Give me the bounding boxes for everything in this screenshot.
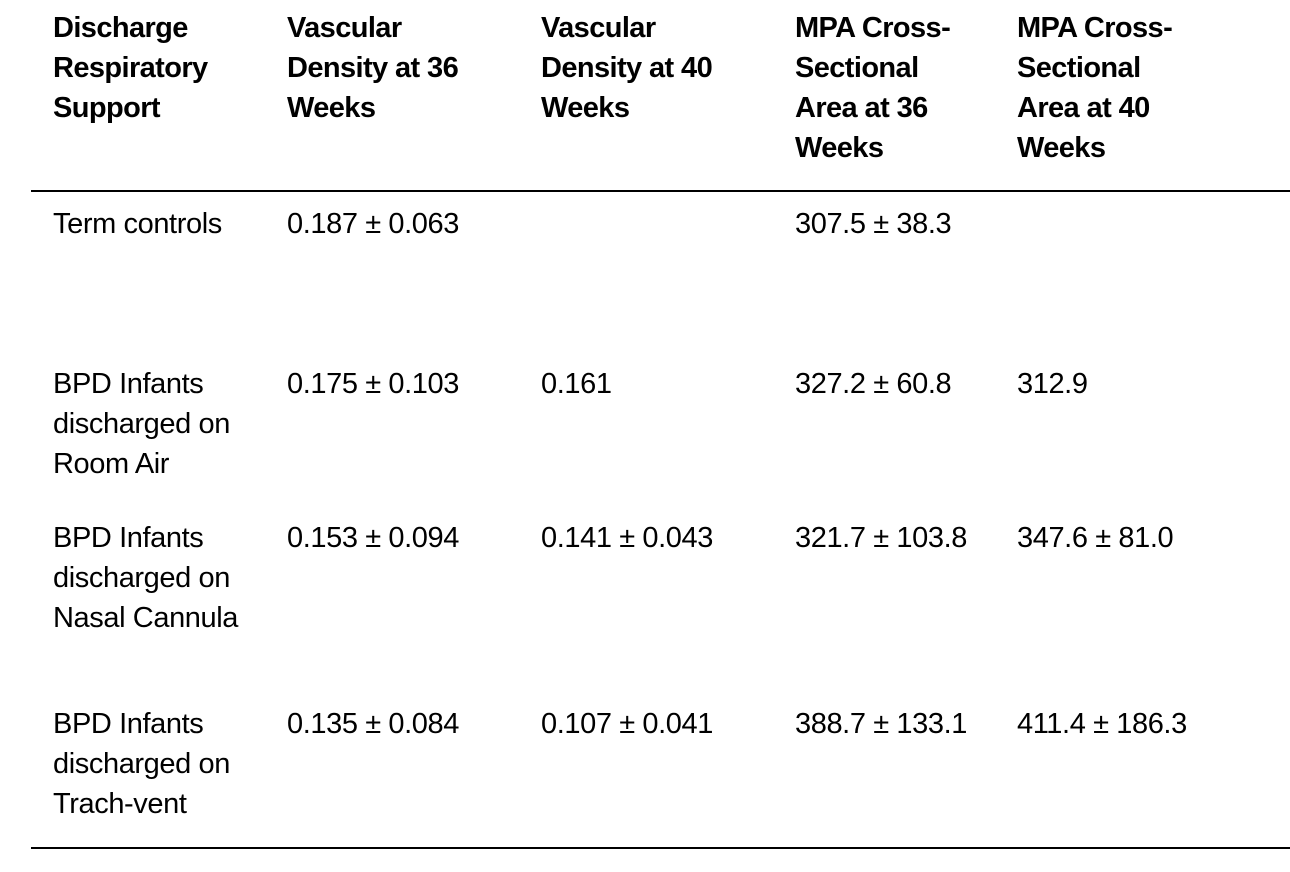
row-nasal-cannula-mpa36: 321.7 ± 103.8 [795, 522, 967, 554]
row-trach-vent-mpa36: 388.7 ± 133.1 [795, 708, 967, 740]
header-vascular-density-40: Vascular Density at 40 Weeks [541, 12, 713, 124]
row-room-air-vd36: 0.175 ± 0.103 [287, 368, 459, 400]
header-mpa-area-36: MPA Cross- Sectional Area at 36 Weeks [795, 12, 951, 164]
row-trach-vent-vd40: 0.107 ± 0.041 [541, 708, 713, 740]
row-nasal-cannula-mpa40: 347.6 ± 81.0 [1017, 522, 1174, 554]
row-trach-vent-group: BPD Infants discharged on Trach-vent [53, 708, 230, 820]
row-room-air-vd40: 0.161 [541, 368, 612, 400]
row-term-controls-group: Term controls [53, 208, 222, 240]
row-nasal-cannula-group: BPD Infants discharged on Nasal Cannula [53, 522, 239, 634]
row-trach-vent-vd36: 0.135 ± 0.084 [287, 708, 459, 740]
row-nasal-cannula-vd36: 0.153 ± 0.094 [287, 522, 459, 554]
table-bottom-rule [31, 847, 1290, 849]
row-room-air-mpa36: 327.2 ± 60.8 [795, 368, 952, 400]
row-room-air-mpa40: 312.9 [1017, 368, 1088, 400]
row-term-controls-vd36: 0.187 ± 0.063 [287, 208, 459, 240]
row-trach-vent-mpa40: 411.4 ± 186.3 [1017, 708, 1187, 740]
row-term-controls-mpa36: 307.5 ± 38.3 [795, 208, 952, 240]
header-mpa-area-40: MPA Cross- Sectional Area at 40 Weeks [1017, 12, 1173, 164]
header-discharge-respiratory-support: Discharge Respiratory Support [53, 12, 208, 124]
header-vascular-density-36: Vascular Density at 36 Weeks [287, 12, 459, 124]
row-nasal-cannula-vd40: 0.141 ± 0.043 [541, 522, 713, 554]
row-room-air-group: BPD Infants discharged on Room Air [53, 368, 230, 480]
header-divider [31, 190, 1290, 192]
